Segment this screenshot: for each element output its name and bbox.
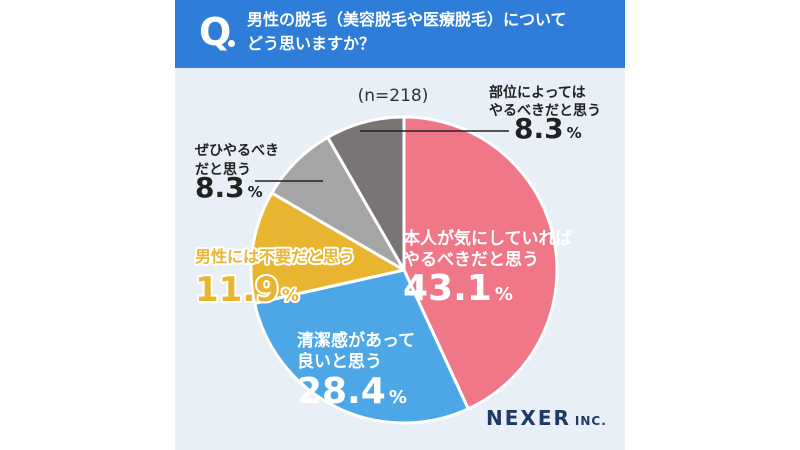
slice-label-3-line-0: ぜひやるべき — [195, 143, 279, 159]
q-dot-icon — [228, 40, 235, 47]
slice-label-4-line-1: やるべきだと思う — [489, 103, 601, 119]
slice-label-3-line-1: だと思う — [195, 162, 251, 178]
slice-value-4: 8.3 — [514, 112, 564, 145]
slice-value-0: 43.1 — [403, 268, 492, 309]
question-text-line-1: 男性の脱毛（美容脱毛や医療脱毛）について — [247, 10, 567, 29]
slice-label-group-2: 男性には不要だと思う 11.9% — [193, 245, 357, 312]
slice-unit-2: % — [282, 286, 299, 306]
slice-value-3: 8.3 — [195, 171, 245, 204]
brand-suffix: INC. — [574, 414, 607, 428]
pie-slice-2 — [249, 191, 406, 305]
slice-label-0-line-0: 本人が気にしていれば — [403, 228, 573, 249]
slice-value-2: 11.9 — [195, 270, 279, 310]
slice-value-1: 28.4 — [297, 371, 386, 412]
slice-unit-3: % — [248, 183, 263, 201]
infographic-card: Q 男性の脱毛（美容脱毛や医療脱毛）について どう思いますか？ (n=218) 本… — [175, 0, 625, 450]
slice-unit-4: % — [567, 124, 582, 142]
slice-label-1-line-1: 良いと思う — [297, 351, 382, 372]
question-text-line-2: どう思いますか？ — [247, 34, 376, 53]
slice-label-4-line-0: 部位によっては — [489, 84, 586, 101]
q-mark: Q — [199, 10, 232, 54]
slice-label-1-line-0: 清潔感があって — [297, 330, 415, 351]
pie-slice-0 — [402, 115, 559, 411]
slice-unit-1: % — [389, 387, 407, 408]
question-header: Q 男性の脱毛（美容脱毛や医療脱毛）について どう思いますか？ — [175, 0, 625, 68]
slice-label-2-line-0: 男性には不要だと思う — [195, 247, 355, 266]
pie-slice-1 — [253, 268, 470, 425]
pie-slice-4 — [326, 115, 406, 272]
slice-unit-0: % — [495, 284, 513, 305]
sample-size-label: (n=218) — [358, 86, 429, 106]
slice-label-0-line-1: やるべきだと思う — [403, 250, 539, 270]
brand-name: NEXER — [486, 406, 571, 430]
brand-logo: NEXER INC. — [486, 406, 607, 430]
